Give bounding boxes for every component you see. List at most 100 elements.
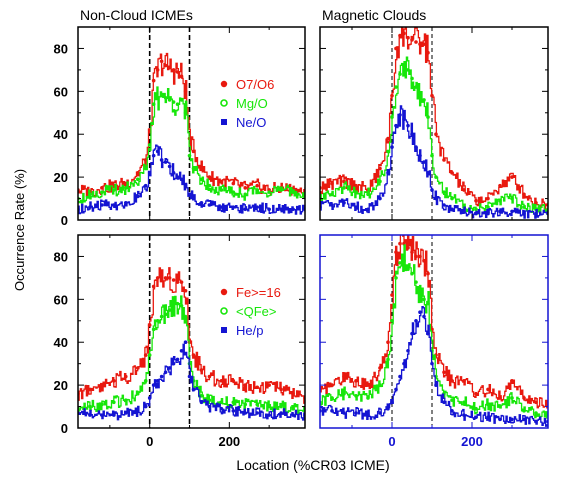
- legend-label: O7/O6: [236, 77, 274, 92]
- data-point: [414, 280, 418, 284]
- data-point: [199, 400, 204, 405]
- data-point: [100, 186, 104, 190]
- data-point: [255, 188, 260, 192]
- data-point: [410, 132, 414, 137]
- data-point: [486, 211, 490, 216]
- data-point: [378, 196, 382, 201]
- data-point: [88, 413, 92, 417]
- data-point: [462, 413, 466, 417]
- data-point: [386, 149, 390, 154]
- data-point: [450, 207, 454, 212]
- data-point: [406, 35, 410, 40]
- data-point: [390, 93, 394, 98]
- data-point: [366, 413, 370, 417]
- series-group: [78, 52, 305, 215]
- column-title-left: Non-Cloud ICMEs: [80, 7, 193, 23]
- data-point: [207, 175, 212, 179]
- y-tick-label: 0: [61, 213, 68, 228]
- data-point: [354, 411, 358, 415]
- data-point: [486, 196, 490, 201]
- data-point: [418, 93, 422, 98]
- data-point: [291, 413, 295, 417]
- data-point: [100, 190, 104, 194]
- data-point: [386, 357, 390, 362]
- data-point: [179, 280, 184, 284]
- data-point: [163, 160, 168, 164]
- data-point: [342, 186, 346, 190]
- series-line-Hep: [78, 343, 305, 421]
- data-point: [191, 196, 196, 201]
- data-point: [406, 267, 410, 272]
- data-point: [159, 374, 164, 379]
- data-point: [151, 383, 156, 387]
- data-point: [462, 379, 466, 383]
- data-point: [175, 280, 180, 284]
- data-point: [135, 409, 140, 413]
- data-point: [414, 145, 418, 149]
- data-point: [151, 102, 156, 106]
- legend-marker: [220, 80, 228, 88]
- data-point: [522, 396, 526, 400]
- y-tick-label: 60: [54, 292, 68, 307]
- data-point: [330, 396, 334, 400]
- data-point: [267, 207, 271, 212]
- series-line-MgO: [320, 56, 548, 215]
- data-point: [219, 379, 224, 383]
- x-tick-label: 200: [461, 434, 483, 449]
- data-point: [163, 370, 168, 375]
- column-title-right: Magnetic Clouds: [322, 7, 426, 23]
- plot-frame: [319, 26, 549, 221]
- data-point: [394, 123, 398, 128]
- data-point: [410, 271, 414, 276]
- data-point: [243, 383, 248, 387]
- data-point: [450, 379, 454, 383]
- data-point: [394, 250, 398, 254]
- data-point: [155, 318, 160, 323]
- data-point: [378, 179, 382, 184]
- data-point: [418, 153, 422, 158]
- data-point: [398, 72, 402, 76]
- data-point: [462, 209, 466, 214]
- legend-label: Ne/O: [236, 115, 266, 130]
- data-point: [199, 177, 204, 182]
- series-line-O7O6: [320, 27, 548, 210]
- data-point: [418, 254, 422, 259]
- data-point: [175, 102, 180, 106]
- data-point: [366, 396, 370, 400]
- data-point: [342, 411, 346, 415]
- data-point: [418, 310, 422, 315]
- data-point: [231, 205, 236, 209]
- data-point: [390, 115, 394, 119]
- data-point: [474, 406, 478, 411]
- data-point: [450, 196, 454, 201]
- series-line-Fe16: [320, 235, 548, 409]
- data-point: [522, 211, 526, 216]
- y-tick-label: 80: [54, 41, 68, 56]
- data-point: [155, 379, 160, 383]
- data-point: [231, 379, 236, 383]
- data-point: [390, 318, 394, 323]
- data-point: [187, 153, 192, 158]
- data-point: [354, 190, 358, 194]
- data-point: [462, 400, 466, 405]
- plot-frame: [77, 26, 306, 221]
- data-point: [486, 415, 490, 420]
- data-point: [402, 31, 406, 36]
- data-point: [159, 314, 164, 319]
- data-point: [112, 379, 116, 383]
- y-tick-label: 80: [54, 249, 68, 264]
- data-point: [112, 188, 116, 192]
- data-point: [159, 93, 164, 98]
- data-point: [155, 276, 160, 280]
- data-point: [100, 383, 104, 387]
- legend-marker: [221, 327, 227, 333]
- data-point: [135, 171, 140, 175]
- data-point: [442, 190, 446, 194]
- data-point: [330, 181, 334, 186]
- data-point: [430, 93, 434, 98]
- panel-bottom-left: 0 20 40 60 80 0 200 Fe>=16 <QFe> He/p: [54, 234, 306, 449]
- data-point: [422, 314, 426, 319]
- data-point: [394, 387, 398, 392]
- panels: 0 20 40 60 80 O7/O6 Mg/O Ne/O 0 20 40 60 80 0 200 Fe>=1…: [54, 26, 549, 449]
- series-line-Fe16: [78, 267, 305, 404]
